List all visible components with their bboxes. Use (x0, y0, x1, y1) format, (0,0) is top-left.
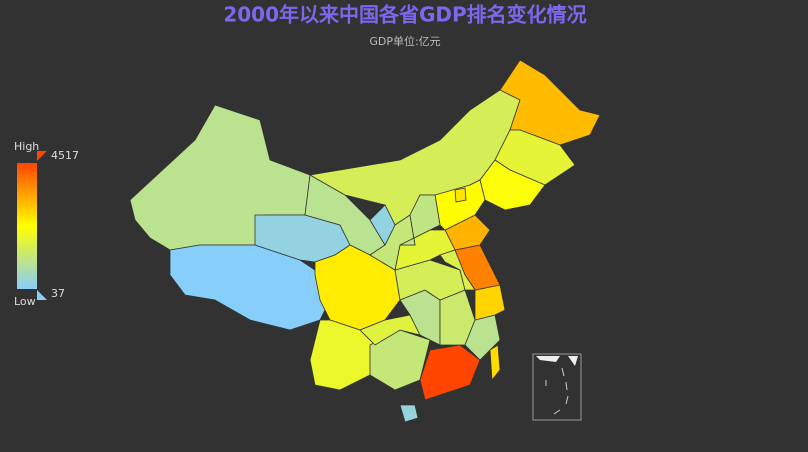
region[interactable] (434, 179, 486, 231)
visual-map-min: 37 (51, 287, 65, 300)
region[interactable] (314, 244, 401, 331)
visual-map-high: High (14, 140, 39, 153)
visual-map-handle[interactable] (37, 290, 47, 300)
region[interactable] (439, 249, 476, 291)
chart-title: 2000年以来中国各省GDP排名变化情况 (223, 3, 586, 27)
south-sea-box (532, 353, 582, 421)
region[interactable] (369, 204, 396, 246)
south-sea-land (536, 356, 578, 366)
south-sea-islands (545, 367, 569, 415)
chart-subtitle: GDP单位:亿元 (369, 34, 440, 48)
region[interactable] (394, 259, 466, 301)
visual-map-bar (17, 163, 37, 289)
region[interactable] (419, 344, 481, 401)
region[interactable] (499, 59, 601, 146)
region[interactable] (479, 159, 546, 211)
region[interactable] (399, 194, 441, 246)
visual-map-handle[interactable] (37, 151, 47, 161)
region[interactable] (399, 404, 419, 423)
visual-map-low: Low (14, 295, 36, 308)
region[interactable] (454, 187, 467, 203)
visual-map-max: 4517 (51, 149, 79, 162)
map (129, 59, 601, 423)
region[interactable] (489, 344, 501, 382)
